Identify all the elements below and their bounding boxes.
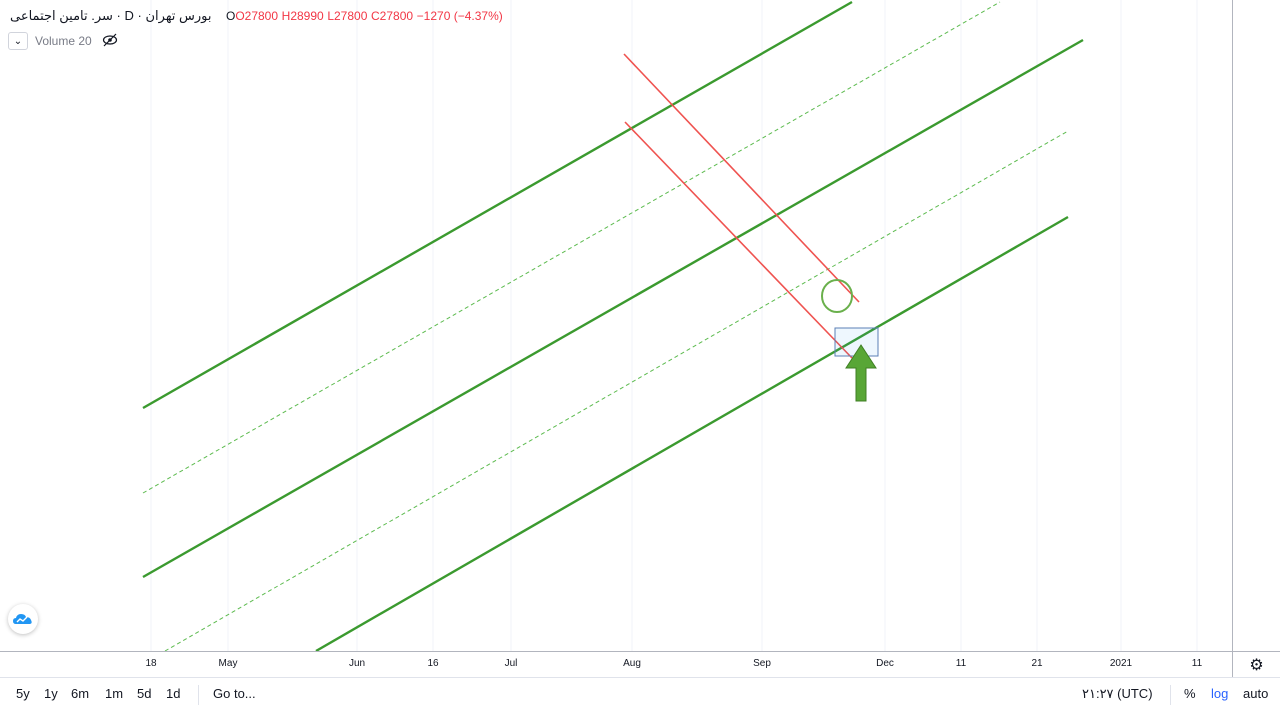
falling-channel-upper xyxy=(623,53,860,303)
ohlc-low: L27800 xyxy=(327,9,368,23)
time-tick: 16 xyxy=(427,658,439,669)
symbol-legend: سر. تامين اجتماعی · D · بورس تهران OO278… xyxy=(10,8,503,23)
gear-icon[interactable]: ⚙ xyxy=(1232,651,1280,677)
highlight-circle xyxy=(821,279,853,313)
exchange-label: بورس تهران xyxy=(145,8,212,23)
time-tick: 2021 xyxy=(1109,658,1133,669)
up-arrow-icon xyxy=(845,344,877,402)
goto-button[interactable]: Go to... xyxy=(213,686,256,701)
time-scale[interactable]: 18 May Jun 16 Jul Aug Sep Dec 11 21 2021 11 xyxy=(0,651,1232,677)
channel-dashed-lower xyxy=(164,130,1069,651)
interval-label[interactable]: D xyxy=(124,8,134,23)
percent-scale-button[interactable]: % xyxy=(1184,686,1196,701)
bottom-toolbar: 5y 1y 6m 1m 5d 1d Go to... ۲۱:۲۷ (UTC) %… xyxy=(0,677,1280,712)
range-6m-button[interactable]: 6m xyxy=(71,686,90,701)
range-1m-button[interactable]: 1m xyxy=(105,686,124,701)
channel-upper-line xyxy=(142,0,853,410)
legend-separator-2: · xyxy=(137,8,142,23)
time-tick: Sep xyxy=(753,658,771,669)
chart-area[interactable]: سر. تامين اجتماعی · D · بورس تهران OO278… xyxy=(0,0,1232,651)
falling-channel-lower xyxy=(624,121,853,359)
price-change: −1270 (−4.37%) xyxy=(416,9,503,23)
drawings xyxy=(142,0,1084,651)
volume-indicator-row: ⌄ Volume 20 xyxy=(8,32,118,50)
volume-label[interactable]: Volume 20 xyxy=(35,34,92,48)
range-1y-button[interactable]: 1y xyxy=(44,686,58,701)
time-tick: Aug xyxy=(623,658,641,669)
log-scale-button[interactable]: log xyxy=(1211,686,1229,701)
overlays xyxy=(821,279,879,402)
time-tick: Jul xyxy=(504,658,518,669)
price-scale[interactable]: 1000008800076000640005650049000430003100… xyxy=(1232,0,1280,651)
symbol-name[interactable]: سر. تامين اجتماعی xyxy=(10,8,113,23)
auto-scale-button[interactable]: auto xyxy=(1243,686,1269,701)
ohlc-open: O27800 xyxy=(235,9,279,23)
time-tick: Jun xyxy=(348,658,366,669)
time-tick: Dec xyxy=(876,658,894,669)
time-tick: 21 xyxy=(1031,658,1043,669)
eye-off-icon[interactable] xyxy=(102,33,118,50)
grid xyxy=(150,0,1198,651)
time-tick: 18 xyxy=(145,658,157,669)
legend-separator: · xyxy=(116,8,121,23)
price-chart[interactable] xyxy=(0,0,1232,651)
time-tick: May xyxy=(218,658,238,669)
channel-middle-line xyxy=(142,38,1084,579)
channel-lower-line xyxy=(315,215,1069,651)
toolbar-divider xyxy=(198,685,199,705)
timezone-clock[interactable]: ۲۱:۲۷ (UTC) xyxy=(1082,686,1153,701)
time-tick: 11 xyxy=(1191,658,1203,669)
toolbar-divider-2 xyxy=(1170,685,1171,705)
chevron-down-icon[interactable]: ⌄ xyxy=(8,32,28,50)
time-tick: 11 xyxy=(955,658,967,669)
range-5y-button[interactable]: 5y xyxy=(16,686,30,701)
tradingview-logo-icon[interactable] xyxy=(8,604,38,634)
channel-dashed-upper xyxy=(142,1,1001,494)
ohlc-high: H28990 xyxy=(281,9,324,23)
ohlc-close: C27800 xyxy=(371,9,414,23)
range-1d-button[interactable]: 1d xyxy=(166,686,181,701)
range-5d-button[interactable]: 5d xyxy=(137,686,152,701)
